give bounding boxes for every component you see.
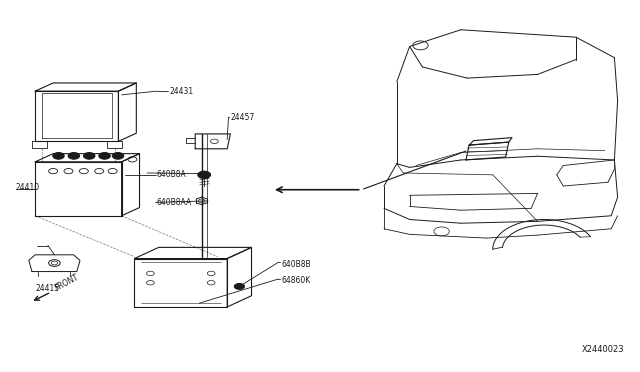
Circle shape <box>52 153 64 159</box>
Circle shape <box>83 153 95 159</box>
Text: X2440023: X2440023 <box>581 345 624 354</box>
Circle shape <box>112 153 124 159</box>
Circle shape <box>99 153 110 159</box>
Text: 24415: 24415 <box>35 284 60 293</box>
Text: 640B8A: 640B8A <box>157 170 186 179</box>
Text: 24431: 24431 <box>170 87 194 96</box>
Text: 24410: 24410 <box>16 183 40 192</box>
Text: 64860K: 64860K <box>282 276 311 285</box>
Circle shape <box>68 153 79 159</box>
Text: FRONT: FRONT <box>52 273 79 293</box>
Text: 640B8AA: 640B8AA <box>157 198 192 207</box>
Circle shape <box>198 171 211 179</box>
Text: 640B8B: 640B8B <box>282 260 311 269</box>
Circle shape <box>234 283 244 289</box>
Text: 24457: 24457 <box>230 113 255 122</box>
